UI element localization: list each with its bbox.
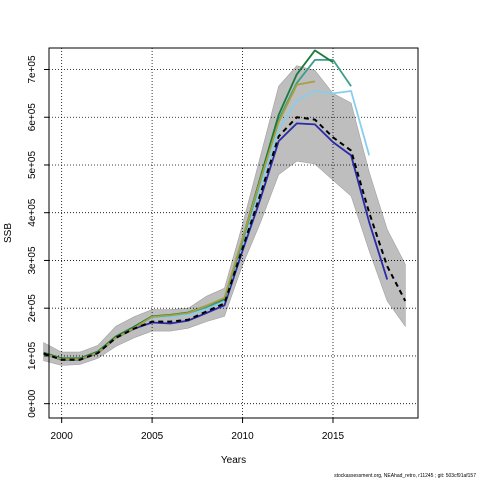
series-line-base [43,116,407,361]
confidence-band [43,65,406,366]
y-tick-label: 7e+05 [27,55,38,84]
y-tick-label: 1e+05 [27,341,38,370]
y-tick-label: 3e+05 [27,246,38,275]
y-axis-label: SSB [3,223,14,243]
x-axis: 2000 2005 2010 2015 [51,418,345,442]
grid-layer [49,48,418,418]
series-layer [43,49,407,361]
footer-credit: stockassessment.org, NEAhad_retro, r1124… [334,473,476,479]
x-tick-label: 2010 [231,431,254,442]
y-tick-label: 0e+00 [27,389,38,418]
y-axis: 0e+00 1e+05 2e+05 3e+05 4e+05 5e+05 6e+05 7e+05 [27,55,49,418]
x-tick-label: 2005 [141,431,164,442]
x-axis-label: Years [221,455,246,466]
plot-frame [48,47,419,419]
x-tick-label: 2015 [322,431,345,442]
confidence-band-layer [43,65,406,366]
y-tick-label: 2e+05 [27,294,38,323]
y-tick-label: 6e+05 [27,103,38,132]
x-tick-label: 2000 [51,431,74,442]
y-tick-label: 5e+05 [27,151,38,180]
y-tick-label: 4e+05 [27,198,38,227]
